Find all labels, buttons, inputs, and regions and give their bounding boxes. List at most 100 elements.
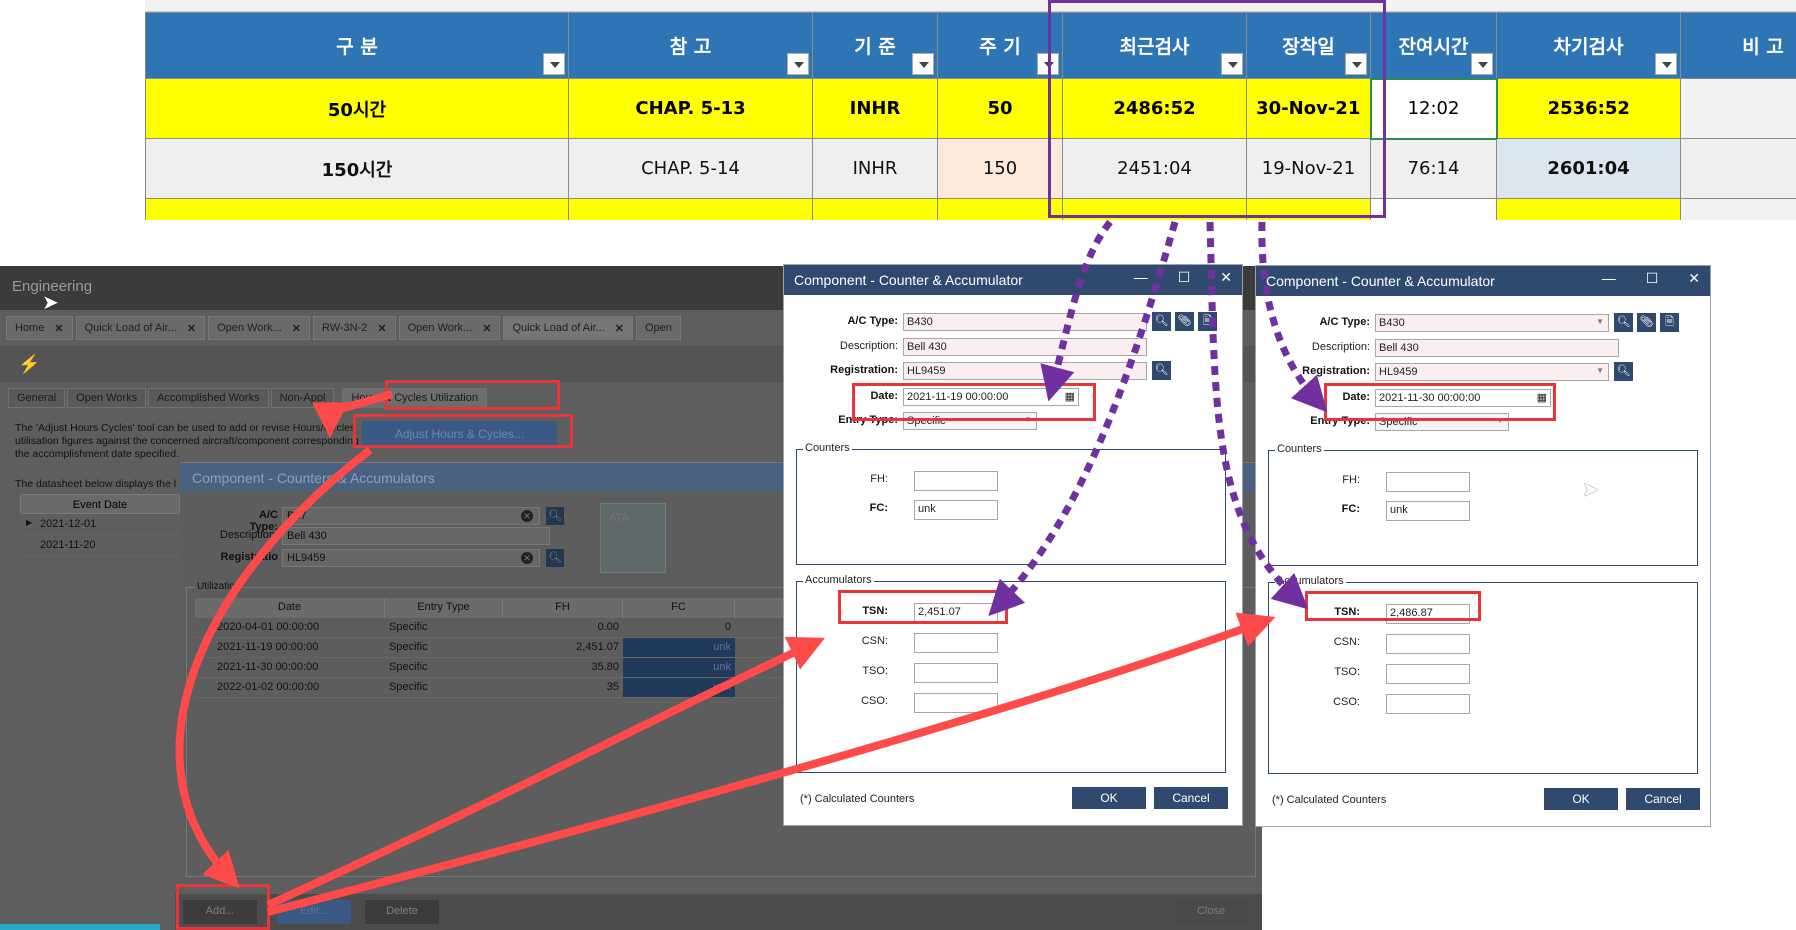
search-icon[interactable]: 🔍︎ — [546, 507, 564, 525]
filter-dropdown-icon[interactable] — [1655, 53, 1677, 75]
close-icon[interactable]: ✕ — [614, 322, 624, 335]
event-date-header[interactable]: Event Date — [20, 494, 180, 514]
close-icon[interactable]: ✕ — [54, 322, 64, 335]
tab-accomplished-works[interactable]: Accomplished Works — [148, 388, 269, 408]
table-cell[interactable]: 19-Nov-21 — [1246, 138, 1371, 199]
search-icon[interactable]: 🔍︎ — [1152, 361, 1171, 380]
list-item[interactable]: 2021-11-20 — [20, 535, 180, 556]
filter-dropdown-icon[interactable] — [1221, 53, 1243, 75]
fc-field[interactable]: unk — [1386, 501, 1470, 521]
table-cell[interactable]: 150 — [937, 138, 1063, 199]
header-reference[interactable]: 참 고 — [568, 12, 813, 79]
tab-quick-load-2[interactable]: Quick Load of Air... ✕ — [503, 316, 633, 340]
table-cell[interactable]: INHR — [812, 138, 938, 199]
document-icon[interactable]: 🗎 — [1198, 312, 1217, 331]
tab-hours-cycles[interactable]: Hours & Cycles Utilization — [342, 388, 487, 408]
column-header-fh[interactable]: FH — [503, 598, 623, 618]
table-cell[interactable]: INHR — [812, 78, 938, 139]
csn-field[interactable] — [914, 633, 998, 653]
lightning-icon[interactable]: ⚡ — [18, 354, 41, 374]
cso-field[interactable] — [1386, 694, 1470, 714]
document-icon[interactable]: 🗎 — [1660, 313, 1679, 332]
ok-button[interactable]: OK — [1544, 788, 1618, 810]
csn-field[interactable] — [1386, 634, 1470, 654]
tso-field[interactable] — [914, 663, 998, 683]
search-icon[interactable]: 🔍︎ — [1614, 362, 1633, 381]
column-header-entry-type[interactable]: Entry Type — [385, 598, 503, 618]
tab-home[interactable]: Home ✕ — [6, 316, 73, 340]
header-interval[interactable]: 주 기 — [937, 12, 1063, 79]
search-icon[interactable]: 🔍︎ — [1152, 312, 1171, 331]
table-cell[interactable] — [1680, 78, 1796, 139]
table-cell[interactable]: 50 — [937, 78, 1063, 139]
search-icon[interactable]: 🔍︎ — [546, 549, 564, 567]
clear-icon[interactable]: ✕ — [521, 552, 533, 564]
close-icon[interactable]: ✕ — [186, 322, 197, 335]
tab-rw[interactable]: RW-3N-2 ✕ — [312, 316, 396, 340]
table-cell[interactable]: CHAP. 5-13 — [568, 78, 813, 139]
column-header-date[interactable]: Date — [195, 598, 385, 618]
table-cell[interactable]: 2486:52 — [1062, 78, 1247, 139]
filter-dropdown-icon[interactable] — [543, 53, 565, 75]
filter-dropdown-icon[interactable] — [1471, 52, 1493, 75]
minimize-icon[interactable]: — — [1133, 269, 1148, 285]
table-cell[interactable]: 30-Nov-21 — [1246, 78, 1371, 139]
minimize-icon[interactable]: — — [1601, 270, 1616, 286]
fc-field[interactable]: unk — [914, 500, 998, 520]
header-install-date[interactable]: 장착일 — [1246, 12, 1371, 79]
edit-button[interactable]: Edit... — [277, 900, 351, 924]
tab-general[interactable]: General — [8, 388, 66, 408]
attachment-icon[interactable]: 📎︎ — [1175, 312, 1194, 331]
tab-non-applicable[interactable]: Non-Appl — [270, 388, 335, 408]
table-cell[interactable]: 2536:52 — [1496, 78, 1681, 139]
list-item[interactable]: ▶ 2021-12-01 — [20, 514, 180, 535]
header-next-inspection[interactable]: 차기검사 — [1496, 12, 1681, 79]
table-cell[interactable]: 50시간 — [145, 78, 569, 139]
attachment-icon[interactable]: 📎︎ — [1637, 313, 1656, 332]
close-icon[interactable]: ✕ — [377, 322, 387, 335]
registration-field[interactable]: HL9459 ▼ — [1375, 363, 1609, 381]
table-cell[interactable]: 12:02 — [1369, 77, 1498, 140]
description-field[interactable]: Bell 430 — [1375, 339, 1619, 357]
header-category[interactable]: 구 분 — [145, 12, 569, 79]
ac-type-field[interactable]: B47 ✕ — [282, 507, 540, 525]
filter-dropdown-icon[interactable] — [1037, 53, 1059, 75]
fh-field[interactable] — [1386, 472, 1470, 492]
registration-field[interactable]: HL9459 — [903, 362, 1147, 380]
column-header-fc[interactable]: FC — [623, 598, 735, 618]
header-remaining-time[interactable]: 잔여시간 — [1370, 12, 1497, 79]
cancel-button[interactable]: Cancel — [1154, 787, 1228, 809]
tab-open-works[interactable]: Open Works — [67, 388, 147, 408]
tab-open[interactable]: Open — [636, 316, 681, 340]
registration-field[interactable]: HL9459 ✕ — [282, 549, 540, 567]
table-cell[interactable]: 76:14 — [1370, 138, 1497, 199]
close-button[interactable]: Close — [1174, 900, 1248, 924]
cancel-button[interactable]: Cancel — [1626, 788, 1700, 810]
tab-open-work-2[interactable]: Open Work... ✕ — [398, 316, 501, 340]
header-last-inspection[interactable]: 최근검사 — [1062, 12, 1247, 79]
description-field[interactable]: Bell 430 — [282, 527, 550, 545]
tab-open-work[interactable]: Open Work... ✕ — [208, 316, 310, 340]
date-field[interactable]: 2021-11-19 00:00:00 ▦ — [903, 388, 1079, 406]
tab-quick-load[interactable]: Quick Load of Air... ✕ — [75, 316, 206, 340]
ac-type-field[interactable]: B430 — [903, 313, 1147, 331]
clear-icon[interactable]: ✕ — [521, 510, 533, 522]
tso-field[interactable] — [1386, 664, 1470, 684]
ac-type-field[interactable]: B430 ▼ — [1375, 314, 1609, 332]
search-icon[interactable]: 🔍︎ — [1614, 313, 1633, 332]
table-cell[interactable]: 2451:04 — [1062, 138, 1247, 199]
table-cell[interactable]: 2601:04 — [1496, 138, 1681, 199]
close-icon[interactable]: ✕ — [291, 322, 301, 335]
tsn-field[interactable]: 2,486.87 — [1386, 604, 1470, 624]
table-cell[interactable]: 150시간 — [145, 138, 569, 199]
filter-dropdown-icon[interactable] — [1345, 53, 1367, 75]
add-button[interactable]: Add... — [183, 900, 257, 924]
header-standard[interactable]: 기 준 — [812, 12, 938, 79]
calendar-icon[interactable]: ▦ — [1064, 391, 1075, 403]
table-cell[interactable] — [1680, 138, 1796, 199]
calendar-icon[interactable]: ▦ — [1536, 392, 1547, 404]
tsn-field[interactable]: 2,451.07 — [914, 603, 998, 623]
delete-button[interactable]: Delete — [365, 900, 439, 924]
maximize-icon[interactable]: ☐ — [1177, 269, 1191, 285]
close-icon[interactable]: ✕ — [1220, 269, 1232, 285]
